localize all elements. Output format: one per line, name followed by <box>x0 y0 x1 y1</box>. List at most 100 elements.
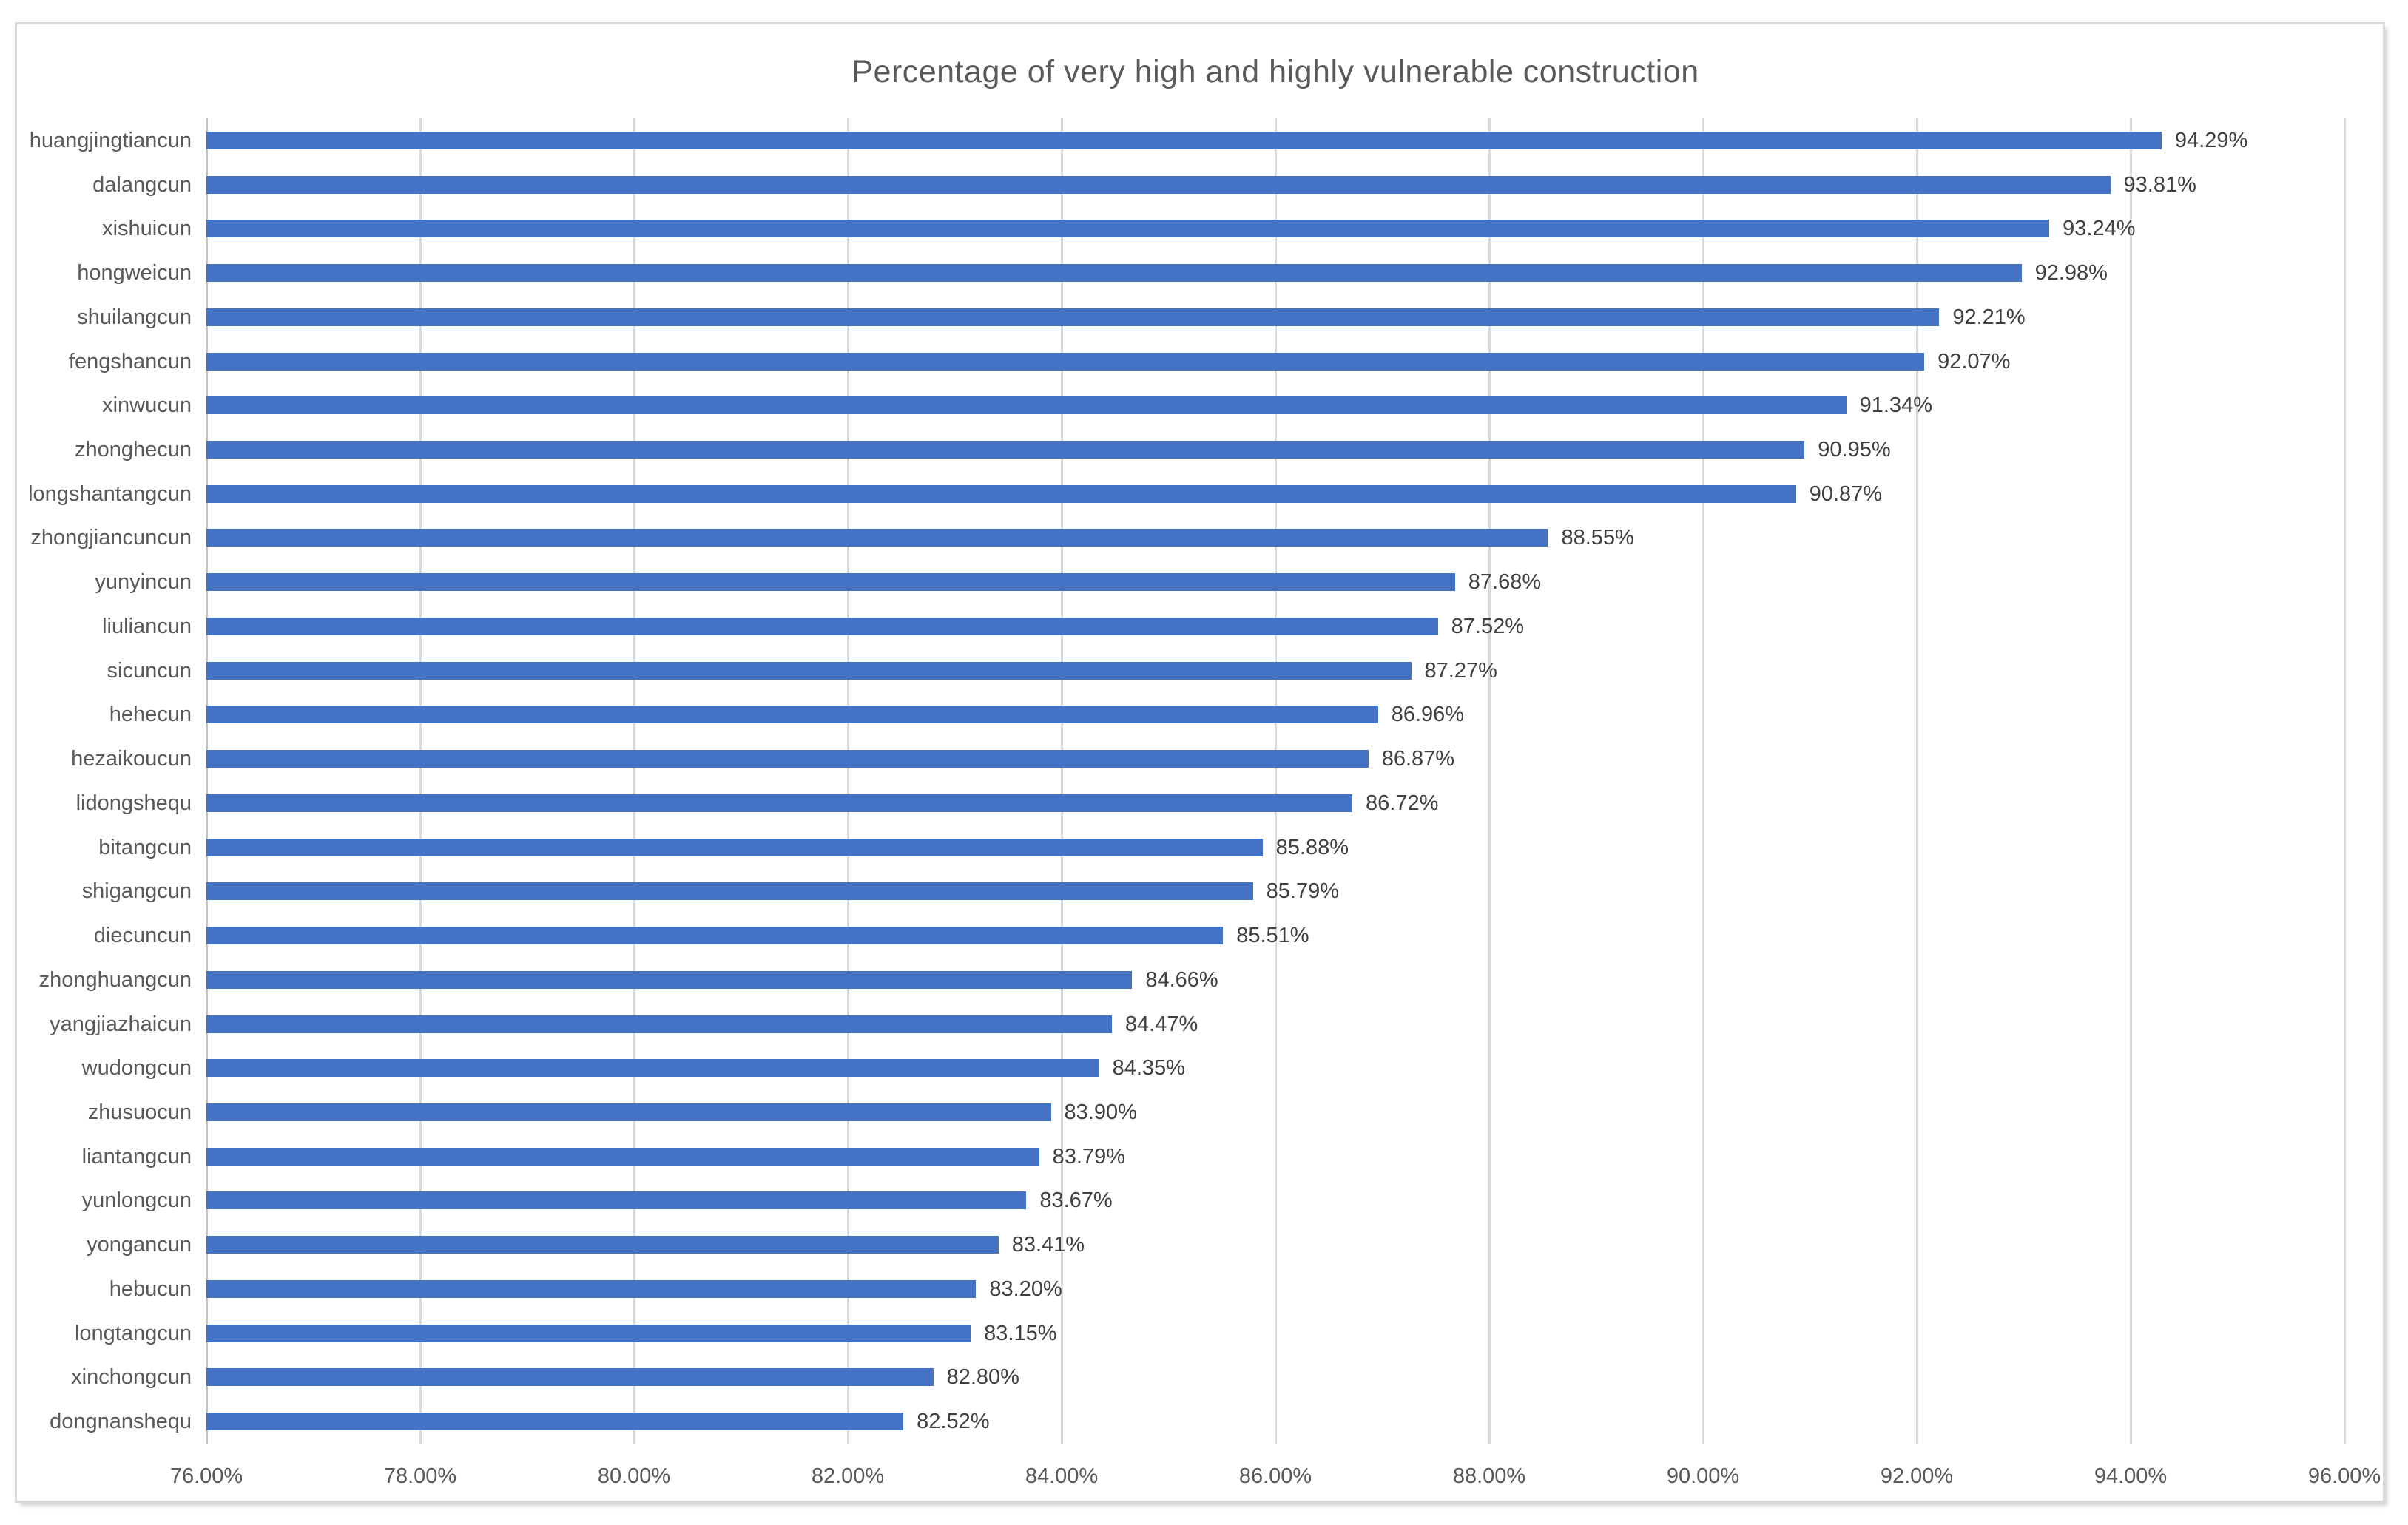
bar[interactable] <box>206 441 1805 459</box>
bar[interactable] <box>206 1147 1039 1166</box>
x-axis-tick-label: 90.00% <box>1666 1464 1740 1488</box>
bar[interactable] <box>206 1324 971 1342</box>
bar-value-label: 87.52% <box>1451 614 1524 638</box>
x-axis-tick-label: 78.00% <box>383 1464 457 1488</box>
plot-area: 76.00% 78.00% 80.00% 82.00% 84.00% 86.00% 88.0… <box>28 118 2381 1488</box>
x-axis-tick-label: 82.00% <box>811 1464 885 1488</box>
category-label: zhonghecun <box>74 438 192 461</box>
category-label: xishuicun <box>102 217 192 241</box>
bar-value-label: 83.15% <box>984 1321 1057 1345</box>
bar-value-label: 85.79% <box>1266 879 1339 904</box>
bar[interactable] <box>206 484 1796 503</box>
x-axis-tick-label: 76.00% <box>169 1464 243 1488</box>
bar[interactable] <box>206 1191 1027 1210</box>
category-label: hezaikoucun <box>71 747 192 771</box>
bar-value-label: 87.27% <box>1424 658 1497 683</box>
bar-value-label: 91.34% <box>1859 393 1932 418</box>
bar[interactable] <box>206 750 1369 768</box>
category-label: xinwucun <box>102 393 192 418</box>
bar-value-label: 82.80% <box>946 1365 1019 1390</box>
bar[interactable] <box>206 264 2022 283</box>
category-label: hongweicun <box>77 261 192 285</box>
category-label: zhongjiancuncun <box>30 526 192 550</box>
gridline <box>1915 118 1918 1444</box>
x-axis-tick-label: 80.00% <box>597 1464 671 1488</box>
category-label: dongnanshequ <box>50 1410 192 1434</box>
bar[interactable] <box>206 706 1378 724</box>
bar[interactable] <box>206 661 1412 680</box>
bar-value-label: 90.87% <box>1809 481 1883 506</box>
bar[interactable] <box>206 1015 1112 1033</box>
bar[interactable] <box>206 1059 1099 1078</box>
x-axis-tick-label: 84.00% <box>1025 1464 1099 1488</box>
chart-title: Percentage of very high and highly vulne… <box>851 54 1699 89</box>
category-label: longshantangcun <box>28 481 192 506</box>
category-label: wudongcun <box>81 1056 192 1081</box>
category-label: liuliancun <box>102 614 192 638</box>
bar-value-label: 86.96% <box>1391 703 1465 727</box>
category-label: hebucun <box>109 1277 192 1301</box>
bar-value-label: 84.35% <box>1112 1056 1185 1081</box>
bar[interactable] <box>206 1236 999 1254</box>
bar[interactable] <box>206 882 1253 901</box>
category-label: diecuncun <box>93 924 192 948</box>
bar-value-label: 83.79% <box>1052 1144 1125 1169</box>
category-label: shuilangcun <box>77 305 192 329</box>
bar-value-label: 87.68% <box>1468 570 1542 595</box>
bar[interactable] <box>206 1368 934 1387</box>
x-axis-tick-label: 86.00% <box>1238 1464 1312 1488</box>
bar[interactable] <box>206 794 1353 812</box>
bar-value-label: 90.95% <box>1818 438 1891 461</box>
bar-value-label: 93.24% <box>2063 217 2136 241</box>
category-label: sicuncun <box>107 658 192 683</box>
category-label: zhusuocun <box>87 1100 192 1124</box>
gridline <box>1488 118 1491 1444</box>
bar-value-label: 84.47% <box>1124 1012 1198 1036</box>
gridline <box>419 118 422 1444</box>
bar[interactable] <box>206 1103 1051 1121</box>
bar[interactable] <box>206 1279 977 1298</box>
bar-value-label: 88.55% <box>1561 526 1634 550</box>
gridline <box>846 118 849 1444</box>
bar[interactable] <box>206 220 2050 238</box>
category-label: xinchongcun <box>71 1365 192 1390</box>
bar[interactable] <box>206 1413 904 1431</box>
gridline <box>2343 118 2346 1444</box>
gridline <box>1274 118 1277 1444</box>
bar[interactable] <box>206 617 1438 635</box>
bar-value-label: 86.87% <box>1381 747 1455 771</box>
category-label: liantangcun <box>81 1144 192 1169</box>
category-label: huangjingtiancun <box>29 128 192 152</box>
category-label: yunyincun <box>95 570 192 595</box>
bar-value-label: 94.29% <box>2174 128 2248 152</box>
bar-value-label: 93.81% <box>2123 172 2196 197</box>
bar[interactable] <box>206 573 1455 592</box>
category-label: dalangcun <box>92 172 192 197</box>
category-label: yongancun <box>87 1233 192 1257</box>
chart-area[interactable]: Percentage of very high and highly vulne… <box>15 22 2385 1503</box>
bar[interactable] <box>206 131 2162 149</box>
gridline <box>1702 118 1704 1444</box>
bar[interactable] <box>206 308 1940 326</box>
bar-value-label: 83.90% <box>1064 1100 1137 1124</box>
x-axis-tick-label: 94.00% <box>2094 1464 2168 1488</box>
bar[interactable] <box>206 970 1133 989</box>
bar-value-label: 83.20% <box>989 1277 1062 1301</box>
bar[interactable] <box>206 352 1925 371</box>
gridline <box>2129 118 2132 1444</box>
bar[interactable] <box>206 529 1548 547</box>
gridline <box>1060 118 1063 1444</box>
category-label: lidongshequ <box>75 791 192 815</box>
bar-value-label: 85.88% <box>1275 835 1349 859</box>
category-label: yunlongcun <box>81 1188 192 1213</box>
bar[interactable] <box>206 396 1847 415</box>
bar[interactable] <box>206 927 1224 945</box>
bar[interactable] <box>206 175 2111 194</box>
gridline <box>633 118 635 1444</box>
x-axis-tick-label: 92.00% <box>1880 1464 1954 1488</box>
category-label: zhonghuangcun <box>38 967 192 992</box>
bar-value-label: 92.07% <box>1937 349 2011 373</box>
bar[interactable] <box>206 838 1263 856</box>
bar-value-label: 83.67% <box>1039 1188 1113 1213</box>
